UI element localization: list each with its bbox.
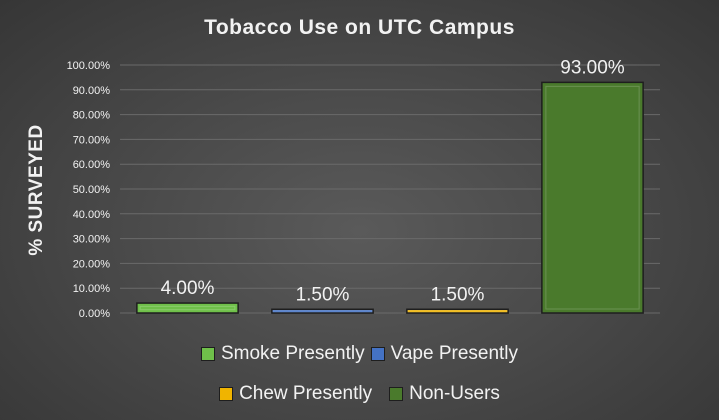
legend-swatch-vape xyxy=(370,347,385,361)
legend-item-non-users: Non-Users xyxy=(389,383,500,405)
bar-bevel xyxy=(407,310,508,313)
y-tick-label: 100.00% xyxy=(67,60,111,72)
y-tick-label: 10.00% xyxy=(73,283,111,295)
y-tick-label: 50.00% xyxy=(73,184,111,196)
legend-label-non-users: Non-Users xyxy=(409,383,500,404)
chart-title: Tobacco Use on UTC Campus xyxy=(204,16,515,39)
legend-item-chew: Chew Presently xyxy=(219,383,372,405)
data-label: 4.00% xyxy=(161,278,215,299)
bar-bevel xyxy=(545,85,640,310)
legend-swatch-non-users xyxy=(389,387,404,401)
legend-row-2: Chew Presently Non-Users xyxy=(0,376,719,412)
bar-non-users xyxy=(541,81,644,314)
y-tick-label: 40.00% xyxy=(73,209,111,221)
legend-swatch-smoke xyxy=(200,347,215,361)
legend: Smoke Presently Vape Presently Chew Pres… xyxy=(0,336,719,416)
y-tick-label: 20.00% xyxy=(73,258,111,270)
data-label: 93.00% xyxy=(560,57,625,78)
y-tick-label: 0.00% xyxy=(79,308,110,320)
y-tick-label: 70.00% xyxy=(73,134,111,146)
bar-bevel xyxy=(139,305,236,311)
y-tick-label: 60.00% xyxy=(73,159,111,171)
legend-item-smoke: Smoke Presently xyxy=(200,343,365,365)
bar-chew-presently xyxy=(406,308,509,314)
bar-vape-presently xyxy=(271,308,374,314)
data-label: 1.50% xyxy=(296,284,350,305)
bar-smoke-presently xyxy=(136,302,239,314)
legend-label-smoke: Smoke Presently xyxy=(220,343,365,364)
data-label: 1.50% xyxy=(431,284,485,305)
legend-row-1: Smoke Presently Vape Presently xyxy=(0,336,719,372)
legend-item-vape: Vape Presently xyxy=(370,343,519,365)
y-tick-label: 30.00% xyxy=(73,234,111,246)
bar-bevel xyxy=(272,310,373,313)
y-tick-label: 80.00% xyxy=(73,110,111,122)
legend-label-vape: Vape Presently xyxy=(390,343,519,364)
legend-label-chew: Chew Presently xyxy=(239,383,373,404)
y-tick-label: 90.00% xyxy=(73,85,111,97)
legend-swatch-chew xyxy=(219,387,234,401)
